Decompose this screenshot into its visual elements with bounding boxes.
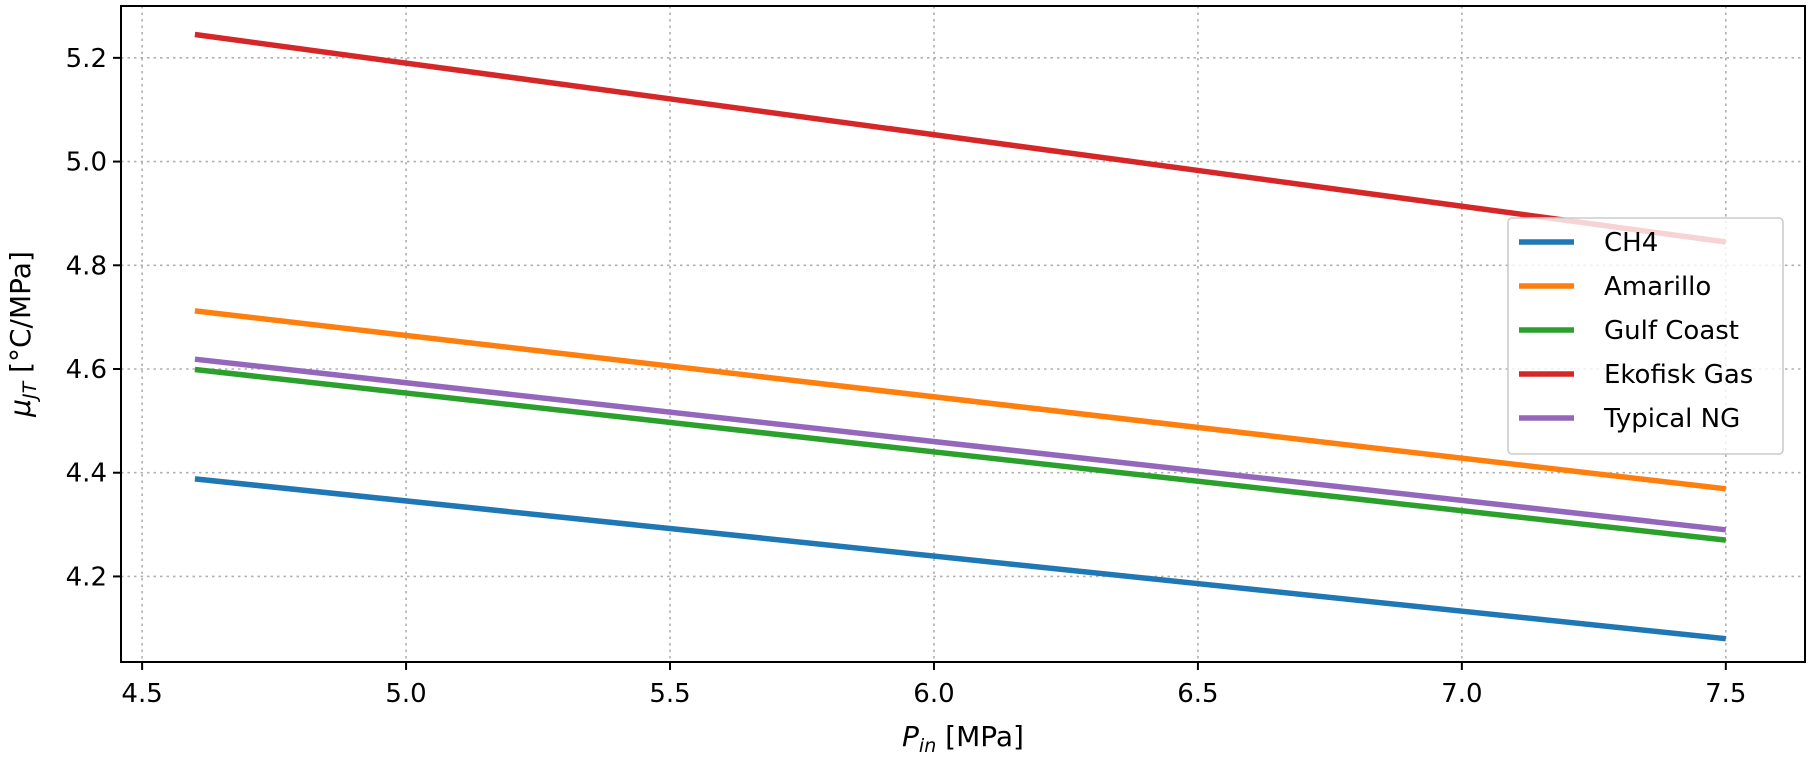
x-tick-label: 7.0 [1441, 679, 1482, 709]
y-axis-label-sub: JT [19, 380, 41, 403]
x-axis-label-unit: [MPa] [936, 720, 1024, 753]
y-axis-label-unit: [°C/MPa] [4, 251, 37, 382]
x-axis-label-main: P [902, 720, 919, 753]
y-tick-label: 4.8 [66, 251, 107, 281]
legend-label: Ekofisk Gas [1604, 360, 1753, 390]
legend-label: Amarillo [1604, 272, 1711, 302]
legend-label: CH4 [1604, 228, 1658, 258]
x-tick-label: 7.5 [1705, 679, 1746, 709]
y-tick-label: 4.6 [66, 355, 107, 385]
x-tick-label: 5.0 [385, 679, 426, 709]
x-tick-label: 5.5 [649, 679, 690, 709]
series-line-gulf-coast [194, 366, 1727, 543]
series-line-ekofisk-gas [194, 31, 1727, 245]
y-tick-label: 4.4 [66, 459, 107, 489]
series-line-ch4 [194, 476, 1727, 642]
y-axis-label-main: μ [4, 399, 37, 418]
x-tick-label: 4.5 [121, 679, 162, 709]
x-tick-label: 6.5 [1177, 679, 1218, 709]
grid-lines [121, 6, 1805, 662]
x-axis-ticks: 4.5 5.0 5.5 6.0 6.5 7.0 7.5 [121, 662, 1746, 709]
legend-label: Gulf Coast [1604, 316, 1739, 346]
y-tick-label: 4.2 [66, 562, 107, 592]
series-line-amarillo [194, 308, 1727, 492]
series-line-typical-ng [194, 356, 1727, 533]
plot-frame [120, 5, 1806, 663]
legend-label: Typical NG [1603, 404, 1740, 434]
y-axis-label: μJT [°C/MPa] [4, 251, 41, 418]
legend-box [1507, 217, 1784, 455]
x-axis-label-sub: in [919, 735, 936, 757]
legend: CH4 Amarillo Gulf Coast Ekofisk Gas Typical … [1507, 217, 1784, 455]
y-tick-label: 5.0 [66, 148, 107, 178]
series-lines [194, 31, 1727, 642]
x-tick-label: 6.0 [913, 679, 954, 709]
y-axis-ticks: 4.2 4.4 4.6 4.8 5.0 5.2 [66, 44, 121, 592]
x-axis-label: Pin [MPa] [902, 720, 1024, 757]
y-tick-label: 5.2 [66, 44, 107, 74]
